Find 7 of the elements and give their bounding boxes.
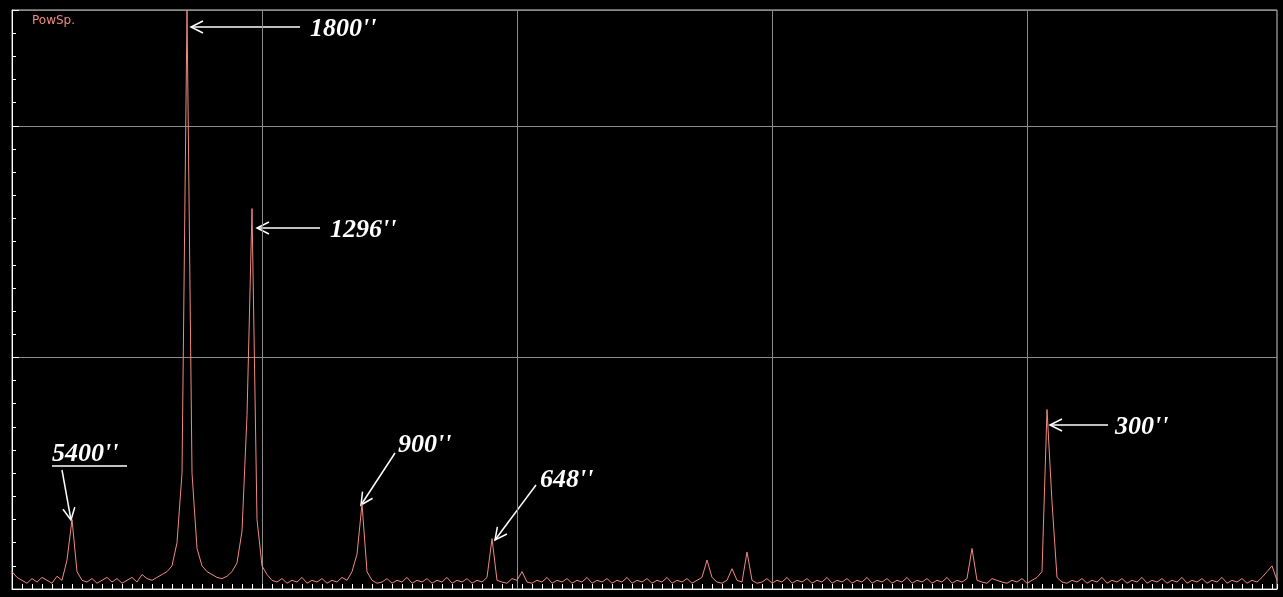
annotation: 1800'' <box>310 12 377 42</box>
annotation: 5400'' <box>52 437 119 467</box>
annotation: 1296'' <box>330 213 397 243</box>
y-axis-title: PowSp. <box>32 13 76 27</box>
annotation: 300'' <box>1114 410 1169 440</box>
annotation: 900'' <box>398 428 452 458</box>
annotation: 648'' <box>540 463 594 493</box>
